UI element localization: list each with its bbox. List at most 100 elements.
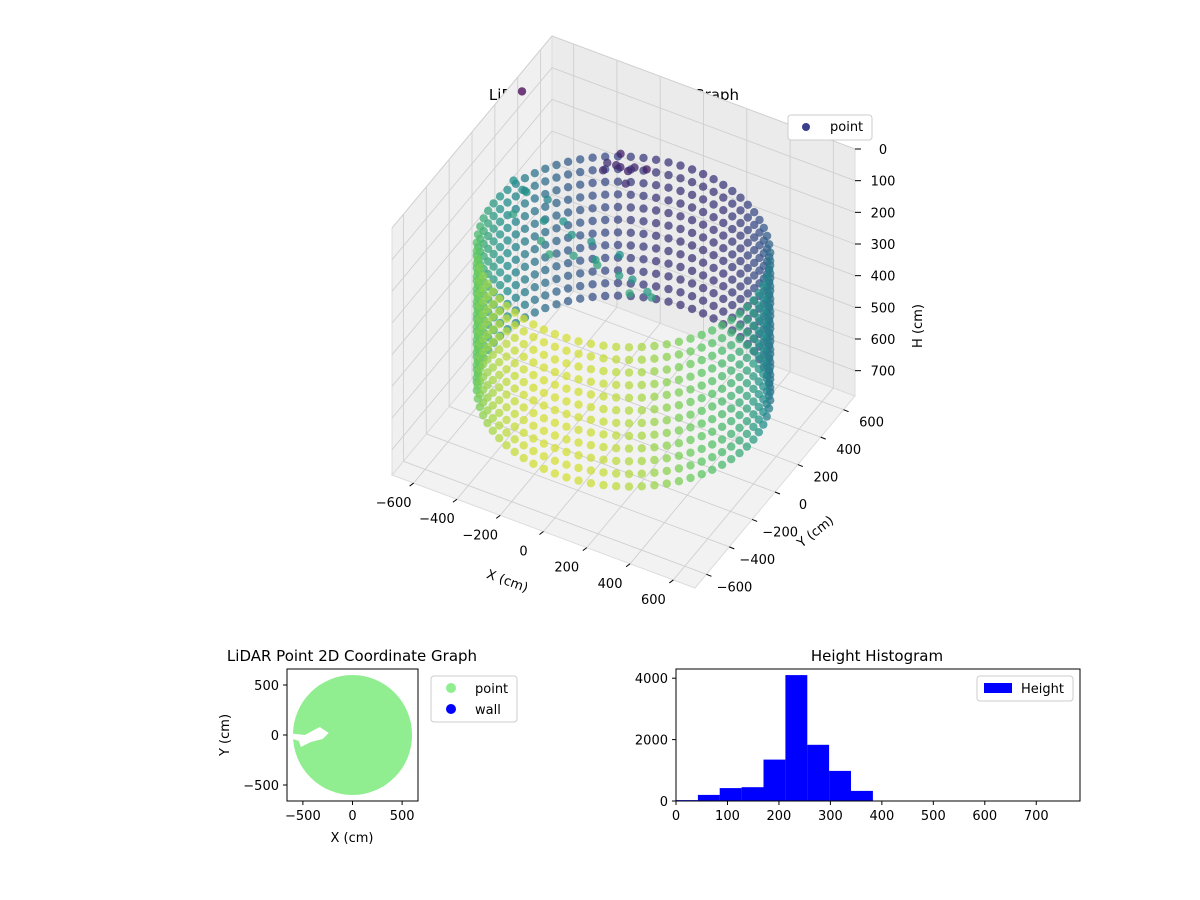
scatter-point [599, 430, 608, 439]
x-tick-label: 100 [715, 809, 740, 824]
scatter-point [508, 210, 518, 219]
scatter-point [626, 215, 635, 225]
scatter-point [727, 455, 736, 464]
scatter-point [488, 413, 497, 423]
scatter-point [543, 195, 552, 204]
scatter-point [728, 224, 737, 234]
scatter-point [662, 365, 671, 374]
scatter-point [539, 350, 549, 360]
scatter-point [626, 152, 635, 161]
scatter-point [576, 243, 585, 253]
point-cloud [287, 675, 413, 795]
scatter-point [709, 238, 718, 247]
scatter-point [727, 391, 736, 401]
scatter-point [550, 355, 560, 364]
scatter-point [576, 180, 585, 189]
scatter-point [642, 165, 651, 174]
scatter-point [637, 380, 646, 390]
scatter-point [639, 191, 648, 201]
scatter-point [650, 443, 659, 452]
legend-box [787, 114, 873, 141]
scatter-point [552, 236, 561, 246]
scatter-point [483, 279, 492, 288]
grid-line [391, 99, 553, 292]
scatter-point [550, 393, 560, 402]
scatter-point [727, 366, 736, 375]
scatter-point [637, 469, 646, 478]
scatter-point [502, 415, 511, 425]
scatter-point [586, 390, 596, 399]
scatter-point [539, 401, 549, 410]
scatter-point [664, 208, 673, 218]
scatter-point [488, 426, 497, 435]
scatter-point [708, 377, 717, 386]
scatter-point [687, 241, 697, 250]
scatter-point [719, 294, 728, 304]
scatter-point [708, 465, 717, 474]
scatter-point [717, 435, 727, 444]
scatter-point [530, 245, 539, 254]
scatter-point [727, 353, 736, 363]
scatter-point [664, 196, 673, 205]
scatter-point [502, 377, 511, 387]
scatter-point [697, 394, 706, 403]
scatter-point [717, 321, 727, 330]
scatter-point [552, 198, 561, 208]
scatter-point [601, 241, 610, 250]
scatter-point [511, 230, 520, 239]
scatter-point [664, 259, 673, 268]
scatter-point [687, 203, 697, 212]
scatter-point [599, 468, 608, 477]
scatter-point [495, 255, 505, 264]
scatter-point [664, 297, 673, 306]
scatter-point [562, 422, 571, 431]
scatter-point [650, 354, 659, 363]
scatter-point [728, 288, 737, 297]
scatter-point [601, 228, 610, 237]
scatter-point [587, 237, 596, 246]
y-tick-mark [797, 464, 804, 468]
scatter-point [520, 212, 530, 221]
scatter-point [588, 267, 597, 276]
scatter-point [567, 230, 576, 240]
scatter-point [749, 397, 758, 406]
scatter-point [686, 334, 695, 343]
scatter-point [601, 190, 610, 199]
scatter-point [719, 193, 728, 202]
scatter-point [488, 337, 497, 347]
scatter-point [626, 253, 635, 263]
histogram-bar [719, 788, 742, 801]
scatter-point [562, 435, 571, 444]
histogram-bar [829, 770, 851, 801]
scatter-point [698, 207, 708, 217]
scatter-point [479, 214, 488, 223]
scatter-point [483, 418, 492, 428]
scatter-point [676, 224, 685, 234]
scatter-point [736, 256, 745, 266]
y-tick-label: −500 [243, 779, 279, 794]
scatter-point [708, 339, 717, 348]
scatter-point [574, 451, 583, 460]
scatter-point [686, 473, 695, 483]
scatter-point [529, 459, 538, 468]
scatter-point [686, 372, 695, 381]
scatter-point [743, 200, 752, 209]
scatter-point [719, 206, 728, 215]
scatter-point [625, 289, 634, 298]
scatter-point [530, 232, 539, 241]
scatter-point [529, 408, 538, 418]
scatter-point [735, 347, 744, 356]
scatter-point [588, 216, 597, 226]
scatter-point [562, 473, 571, 482]
chart-2d-title: LiDAR Point 2D Coordinate Graph [227, 647, 477, 665]
scatter-point [519, 352, 528, 361]
scatter-point [650, 392, 659, 401]
scatter-point [651, 282, 661, 291]
scatter-point [612, 482, 621, 491]
scatter-point [639, 242, 648, 251]
scatter-point [662, 466, 671, 476]
scatter-point [743, 225, 752, 235]
scatter-point [674, 426, 684, 435]
y-tick-label: 500 [254, 679, 279, 694]
scatter-point [717, 334, 727, 343]
